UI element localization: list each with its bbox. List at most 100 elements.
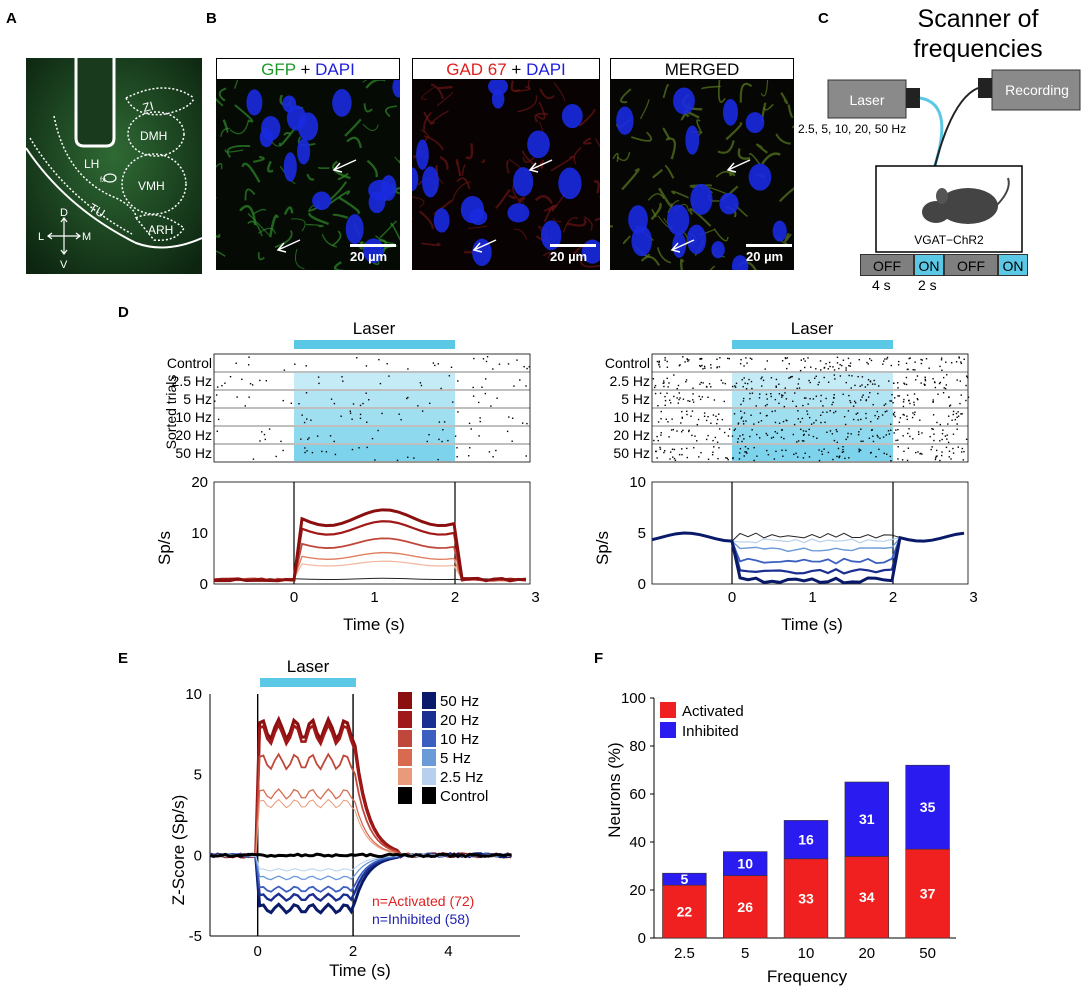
spike-tick [850,387,852,389]
spike-tick [918,433,920,436]
spike-tick [932,401,934,403]
spike-tick [886,453,888,456]
spike-tick [823,367,825,369]
spike-tick [668,436,670,438]
spike-tick [960,394,962,396]
laser-pulse-band [294,409,455,425]
region-tu: TU [87,200,108,220]
spike-tick [308,437,310,439]
spike-tick [832,366,834,368]
fiber-stroke [337,172,349,181]
spike-tick [417,405,419,407]
spike-tick [490,405,492,407]
x-tick-label: 0 [254,943,262,960]
spike-tick [742,385,744,388]
fiber-stroke [534,195,553,204]
spike-tick [670,402,672,404]
spike-tick [829,365,831,368]
fiber-stroke [665,137,677,160]
spike-tick [965,438,968,440]
spike-tick [766,403,768,406]
spike-tick [438,421,441,423]
spike-tick [658,363,660,366]
spike-tick [801,417,804,420]
spike-tick [848,457,850,459]
spike-tick [868,437,871,439]
spike-tick [931,446,933,448]
spike-tick [948,456,950,458]
spike-tick [766,449,768,452]
spike-tick [901,459,904,461]
spike-tick [842,393,844,396]
spike-tick [672,456,674,458]
spike-tick [903,382,905,384]
spike-tick [818,459,821,462]
spike-tick [924,384,926,386]
trial-row-label: Control [605,355,650,371]
spike-tick [318,382,320,385]
fiber-stroke [423,111,436,125]
spike-tick [940,357,943,359]
spike-tick [839,363,841,366]
spike-tick [677,384,680,387]
fiber-stroke [306,223,324,228]
spike-tick [340,415,342,417]
fiber-stroke [620,88,632,104]
spike-tick [909,435,911,438]
fiber-stroke [467,225,488,229]
spike-tick [786,357,789,359]
bar-inhibited [844,781,889,857]
spike-tick [806,413,809,415]
spike-tick [710,364,712,366]
spike-tick [943,387,945,389]
spike-tick [673,374,675,376]
fiber-stroke [247,213,270,236]
fiber-stroke [252,208,267,215]
fiber-stroke [539,88,555,100]
spike-tick [849,401,852,404]
spike-tick [941,432,944,435]
spike-tick [963,450,965,453]
spike-tick [356,357,358,359]
axis-lateral: L [38,231,44,243]
spike-tick [778,383,780,385]
spike-tick [852,405,855,407]
spike-tick [802,358,805,360]
spike-tick [799,421,802,423]
spike-tick [259,440,261,442]
spike-tick [377,429,379,432]
fiber-stroke [436,91,453,107]
spike-tick [847,357,850,360]
spike-tick [707,434,709,437]
spike-tick [895,439,897,442]
arrowhead-icon [276,242,287,253]
spike-tick [525,385,527,387]
spike-tick [388,375,390,377]
spike-tick [819,414,822,416]
legend-swatch-activated [398,692,412,709]
fiber-stroke [216,233,221,238]
y-tick-label: 20 [629,882,646,899]
dapi-nucleus [488,80,509,96]
spike-tick [869,452,872,454]
xlabel-d-right: Time (s) [781,615,843,634]
spike-tick [660,434,662,436]
spike-tick [797,410,799,412]
spike-tick [945,384,948,386]
spike-tick [746,382,749,385]
spike-tick [913,404,915,406]
spike-tick [716,441,719,443]
spike-tick [961,413,963,415]
spike-tick [717,457,719,460]
legend-label: Inhibited [682,723,739,740]
dapi-nucleus [332,89,352,117]
spike-tick [916,375,919,377]
spike-tick [719,428,721,430]
spike-tick [803,440,805,442]
spike-tick [765,432,768,435]
trial-row-label: 50 Hz [613,445,650,461]
spike-tick [871,383,874,385]
fiber-stroke [362,80,368,83]
spike-tick [657,405,659,407]
spike-tick [448,375,451,377]
